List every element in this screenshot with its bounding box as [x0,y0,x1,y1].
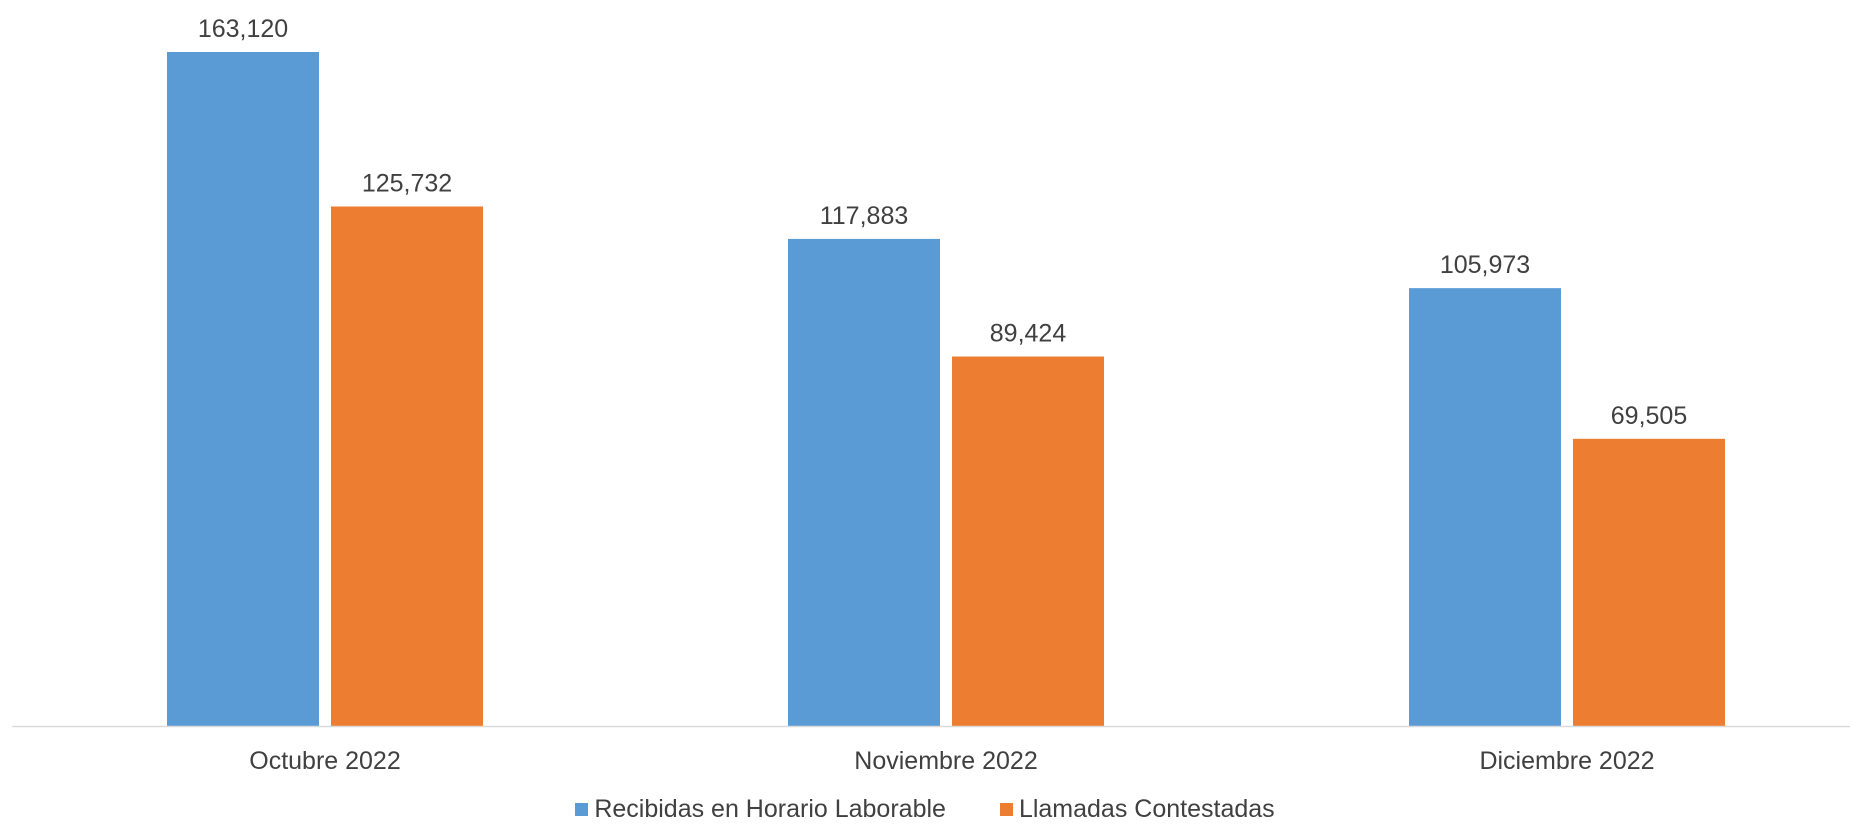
legend-label-series-2: Llamadas Contestadas [1018,795,1275,823]
bar-noviembre-2022-series-2 [952,356,1104,726]
data-label-octubre-2022-series-2: 125,732 [362,169,452,197]
bar-noviembre-2022-series-1 [788,238,940,726]
legend-item-series-1: Recibidas en Horario Laborable [575,795,946,824]
bar-diciembre-2022-series-1 [1409,288,1561,726]
bar-octubre-2022-series-2 [331,206,483,726]
legend-item-series-2: Llamadas Contestadas [999,795,1275,824]
legend-label-series-1: Recibidas en Horario Laborable [594,795,946,823]
legend-swatch-series-2 [999,803,1013,816]
bar-octubre-2022-series-1 [167,52,319,726]
data-label-diciembre-2022-series-1: 105,973 [1440,251,1530,279]
data-label-diciembre-2022-series-2: 69,505 [1611,402,1687,430]
data-label-octubre-2022-series-1: 163,120 [198,15,288,43]
chart-legend: Recibidas en Horario Laborable Llamadas C… [0,795,1850,824]
legend-swatch-series-1 [575,803,589,816]
x-tick-label-noviembre-2022: Noviembre 2022 [854,747,1037,775]
bar-diciembre-2022-series-2 [1573,438,1725,726]
x-tick-label-diciembre-2022: Diciembre 2022 [1479,747,1654,775]
data-label-noviembre-2022-series-1: 117,883 [820,202,909,230]
x-tick-label-octubre-2022: Octubre 2022 [249,747,401,775]
data-label-noviembre-2022-series-2: 89,424 [990,320,1067,348]
